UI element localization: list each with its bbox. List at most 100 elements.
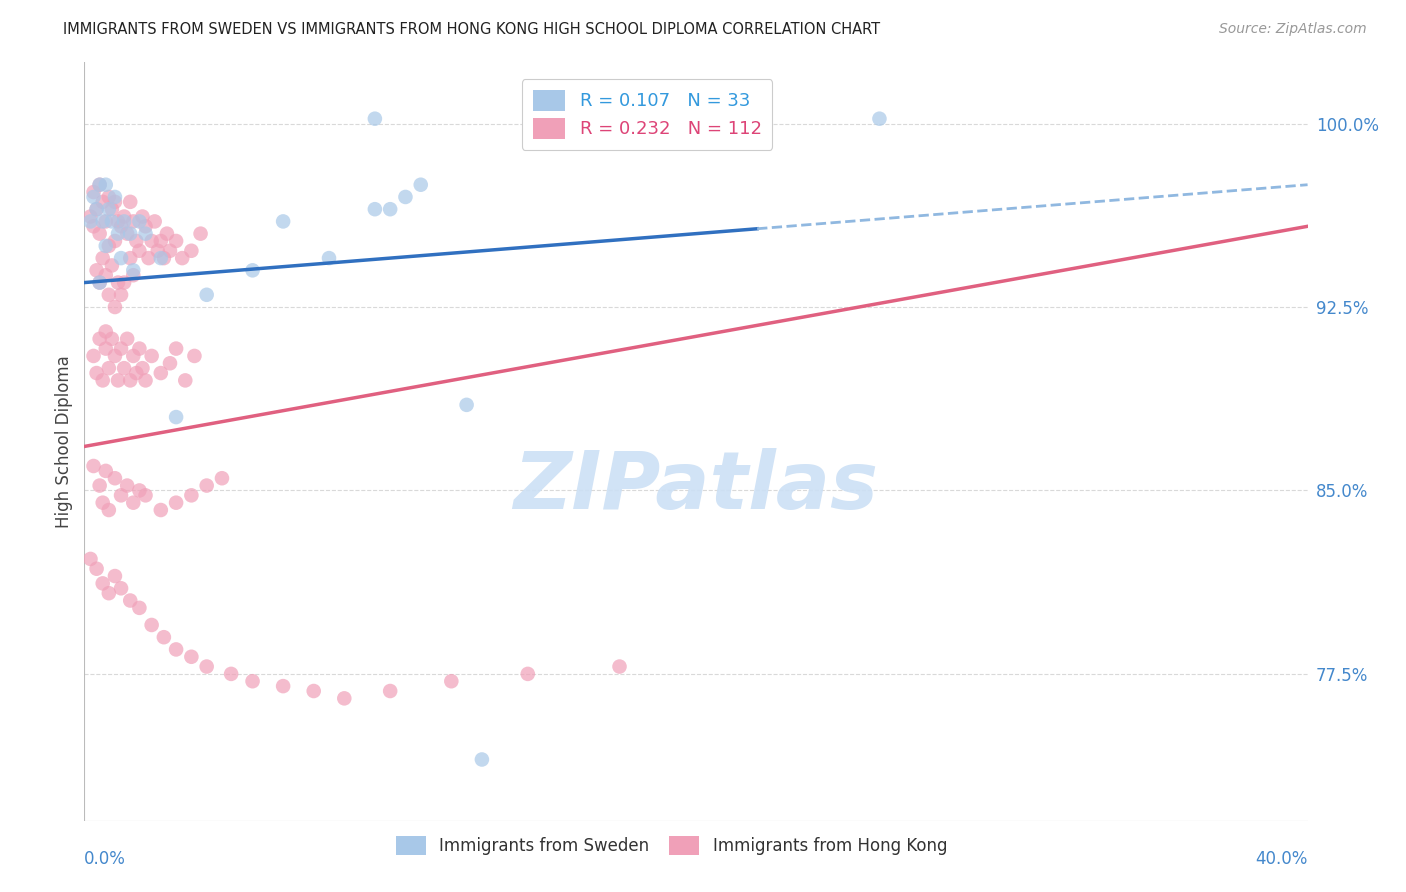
Point: [271, 214, 294, 228]
Point: [79, 552, 101, 566]
Point: [94, 464, 117, 478]
Point: [89, 276, 111, 290]
Point: [122, 268, 145, 283]
Point: [135, 219, 157, 234]
Point: [135, 227, 157, 241]
Point: [141, 234, 163, 248]
Point: [91, 576, 114, 591]
Point: [128, 600, 150, 615]
Point: [94, 178, 117, 192]
Point: [141, 618, 163, 632]
Point: [122, 214, 145, 228]
Point: [79, 210, 101, 224]
Point: [110, 251, 132, 265]
Point: [149, 503, 172, 517]
Legend: Immigrants from Sweden, Immigrants from Hong Kong: Immigrants from Sweden, Immigrants from …: [389, 829, 953, 862]
Point: [242, 674, 264, 689]
Point: [172, 251, 194, 265]
Text: ZIPatlas: ZIPatlas: [513, 448, 879, 526]
Point: [97, 239, 120, 253]
Point: [131, 361, 153, 376]
Point: [271, 679, 294, 693]
Point: [89, 178, 111, 192]
Point: [120, 227, 142, 241]
Point: [364, 202, 387, 217]
Point: [89, 332, 111, 346]
Point: [97, 202, 120, 217]
Point: [120, 251, 142, 265]
Point: [409, 178, 432, 192]
Point: [128, 214, 150, 228]
Point: [380, 202, 402, 217]
Point: [165, 234, 187, 248]
Point: [91, 194, 114, 209]
Point: [125, 366, 148, 380]
Point: [115, 227, 138, 241]
Text: IMMIGRANTS FROM SWEDEN VS IMMIGRANTS FROM HONG KONG HIGH SCHOOL DIPLOMA CORRELAT: IMMIGRANTS FROM SWEDEN VS IMMIGRANTS FRO…: [63, 22, 880, 37]
Point: [146, 244, 169, 258]
Point: [471, 752, 494, 766]
Point: [122, 263, 145, 277]
Point: [89, 478, 111, 492]
Point: [440, 674, 463, 689]
Point: [110, 287, 132, 301]
Point: [149, 251, 172, 265]
Point: [91, 496, 114, 510]
Point: [112, 276, 135, 290]
Point: [141, 349, 163, 363]
Point: [107, 214, 129, 228]
Point: [97, 361, 120, 376]
Point: [135, 488, 157, 502]
Point: [83, 185, 105, 199]
Point: [94, 214, 117, 228]
Point: [86, 202, 108, 217]
Point: [115, 478, 138, 492]
Point: [190, 227, 212, 241]
Point: [159, 244, 181, 258]
Point: [104, 190, 127, 204]
Point: [91, 214, 114, 228]
Point: [394, 190, 416, 204]
Point: [107, 373, 129, 387]
Point: [120, 593, 142, 607]
Point: [180, 649, 202, 664]
Point: [456, 398, 478, 412]
Point: [104, 569, 127, 583]
Point: [89, 227, 111, 241]
Point: [869, 112, 891, 126]
Point: [165, 642, 187, 657]
Point: [91, 251, 114, 265]
Point: [97, 190, 120, 204]
Point: [195, 478, 218, 492]
Point: [104, 194, 127, 209]
Point: [83, 190, 105, 204]
Point: [153, 630, 176, 644]
Point: [101, 202, 124, 217]
Point: [149, 366, 172, 380]
Y-axis label: High School Diploma: High School Diploma: [55, 355, 73, 528]
Point: [110, 219, 132, 234]
Point: [101, 332, 124, 346]
Point: [86, 562, 108, 576]
Point: [94, 239, 117, 253]
Point: [110, 488, 132, 502]
Point: [128, 244, 150, 258]
Point: [211, 471, 233, 485]
Point: [120, 194, 142, 209]
Point: [104, 349, 127, 363]
Point: [97, 586, 120, 600]
Point: [107, 227, 129, 241]
Point: [138, 251, 160, 265]
Point: [94, 342, 117, 356]
Point: [83, 219, 105, 234]
Point: [86, 263, 108, 277]
Point: [128, 483, 150, 498]
Point: [195, 287, 218, 301]
Point: [115, 332, 138, 346]
Point: [110, 342, 132, 356]
Point: [180, 488, 202, 502]
Point: [79, 214, 101, 228]
Point: [89, 276, 111, 290]
Point: [183, 349, 205, 363]
Point: [104, 300, 127, 314]
